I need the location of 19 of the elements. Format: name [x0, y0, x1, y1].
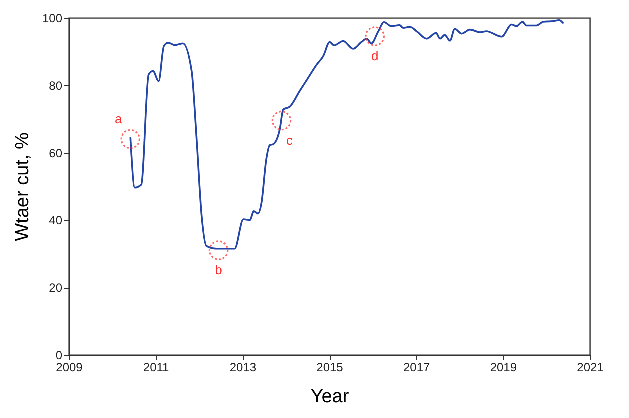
- annotation: c: [286, 132, 294, 148]
- x-tick-label: 2019: [490, 360, 518, 374]
- annotation: b: [215, 262, 222, 278]
- x-tick-label: 2017: [403, 360, 431, 374]
- x-tick-label: 2013: [230, 360, 257, 374]
- y-tick-label: 60: [49, 146, 63, 160]
- annotation: d: [371, 48, 379, 64]
- x-tick-label: 2015: [316, 360, 344, 374]
- x-tick-label: 2011: [143, 360, 170, 374]
- y-tick-label: 80: [49, 78, 63, 93]
- x-tick-label: 2009: [56, 360, 84, 374]
- x-tick-label: 2021: [577, 360, 604, 374]
- y-tick-label: 40: [49, 214, 63, 228]
- x-axis-title: Year: [310, 386, 350, 408]
- annotation: a: [115, 111, 124, 126]
- y-tick-label: 100: [42, 12, 63, 26]
- y-tick-label: 20: [49, 281, 63, 296]
- y-axis-title: Wtaer cut, %: [12, 132, 34, 242]
- y-tick-label: 0: [56, 348, 63, 362]
